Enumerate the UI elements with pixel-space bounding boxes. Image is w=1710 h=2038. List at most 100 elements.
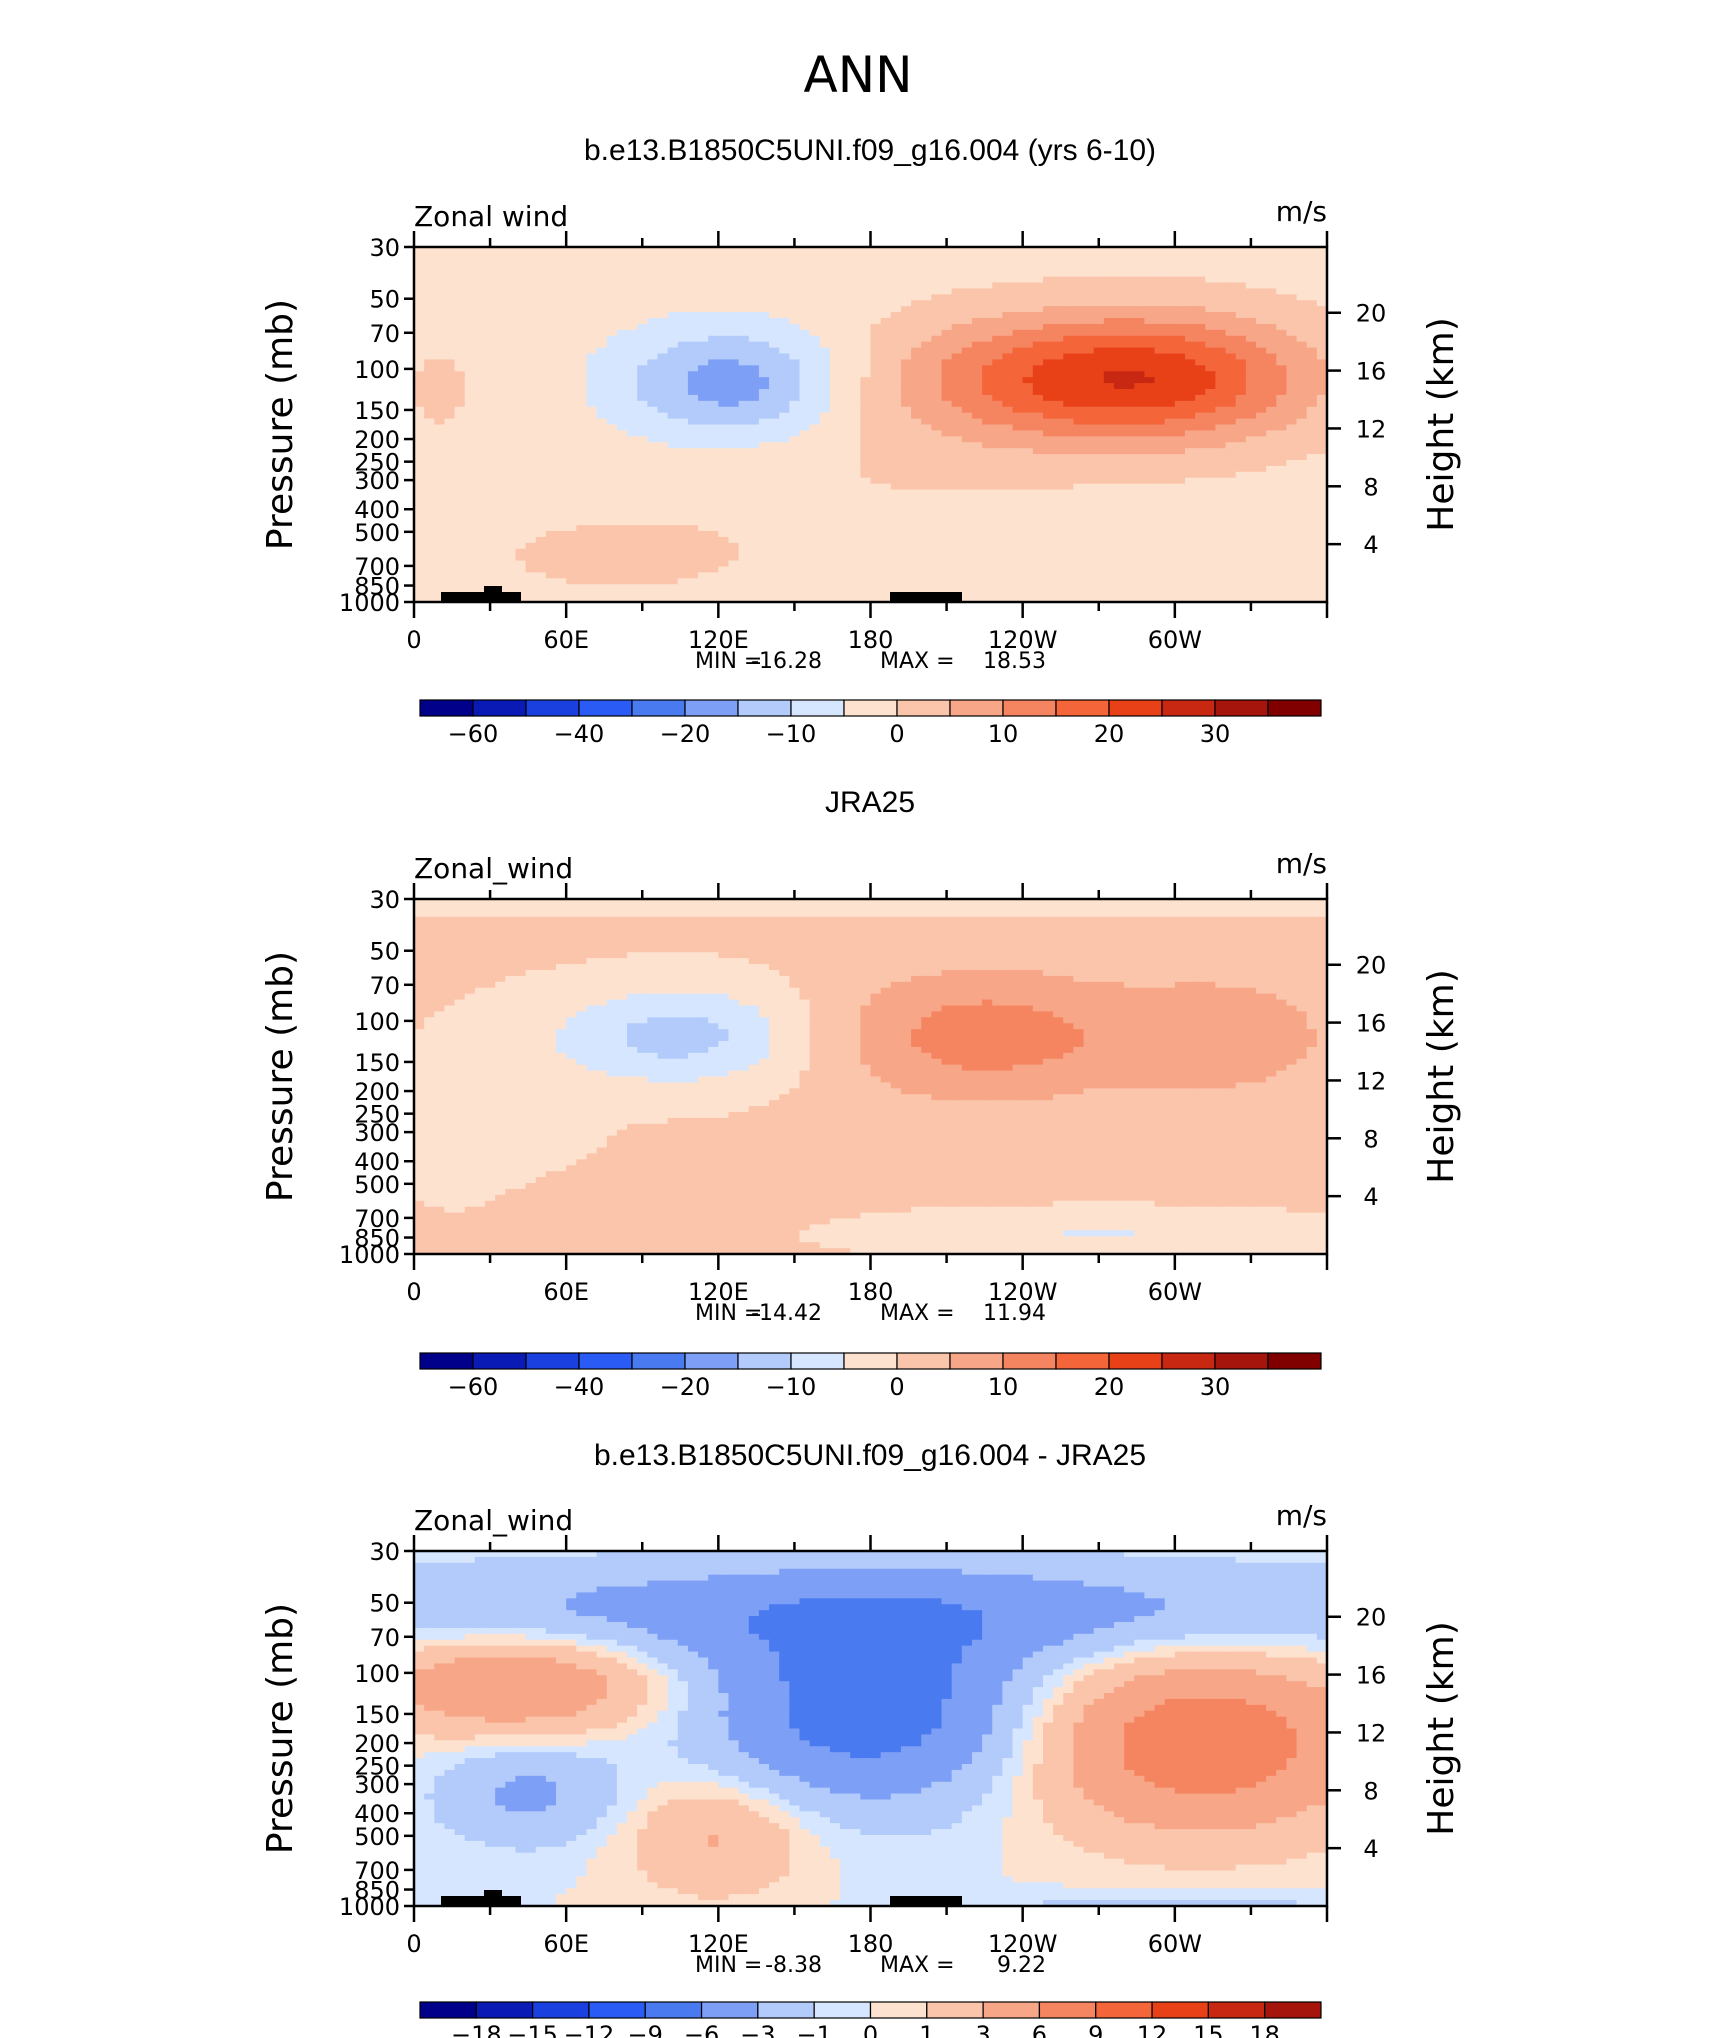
heatmap-cell (971, 406, 983, 414)
heatmap-cell (880, 377, 892, 384)
heatmap-cell (769, 418, 780, 426)
heatmap-cell (1235, 418, 1247, 426)
heatmap-cell (1316, 335, 1328, 343)
heatmap-cell (444, 436, 456, 443)
heatmap-cell (667, 383, 679, 390)
heatmap-cell (1113, 436, 1125, 443)
heatmap-cell (1245, 554, 1257, 562)
heatmap-cell (911, 294, 922, 301)
heatmap-cell (992, 335, 1003, 343)
heatmap-cell (1205, 495, 1217, 503)
heatmap-cell (637, 335, 648, 343)
heatmap-cell (566, 288, 577, 295)
heatmap-cell (1286, 270, 1298, 278)
heatmap-cell (485, 513, 496, 520)
heatmap-cell (809, 489, 821, 497)
heatmap-cell (870, 341, 882, 349)
heatmap-cell (799, 247, 811, 254)
heatmap-cell (829, 300, 841, 307)
heatmap-cell (535, 483, 547, 491)
heatmap-cell (637, 270, 648, 278)
heatmap-cell (1022, 519, 1034, 526)
heatmap-cell (870, 548, 882, 556)
heatmap-cell (1154, 536, 1166, 544)
heatmap-cell (535, 377, 547, 384)
heatmap-cell (647, 264, 659, 272)
heatmap-cell (1012, 495, 1024, 503)
heatmap-cell (738, 341, 750, 349)
heatmap-cell (789, 288, 801, 295)
heatmap-cell (911, 306, 922, 313)
heatmap-cell (1073, 436, 1085, 443)
heatmap-cell (606, 365, 618, 372)
heatmap-cell (698, 323, 709, 331)
heatmap-cell (1225, 513, 1237, 520)
heatmap-cell (1042, 442, 1054, 449)
heatmap-cell (576, 389, 588, 396)
heatmap-cell (1205, 294, 1217, 301)
heatmap-cell (880, 389, 892, 396)
heatmap-cell (941, 519, 953, 526)
heatmap-cell (424, 252, 435, 260)
heatmap-cell (1103, 323, 1115, 331)
heatmap-cell (1083, 389, 1095, 396)
heatmap-cell (1002, 288, 1014, 295)
heatmap-cell (789, 507, 801, 514)
heatmap-cell (698, 347, 709, 355)
heatmap-cell (454, 412, 466, 420)
heatmap-cell (1073, 264, 1085, 272)
heatmap-cell (708, 264, 719, 272)
heatmap-cell (880, 554, 892, 562)
heatmap-cell (1286, 501, 1298, 508)
heatmap-cell (850, 454, 861, 461)
heatmap-cell (495, 471, 506, 479)
heatmap-cell (1296, 264, 1308, 272)
heatmap-cell (911, 276, 922, 284)
heatmap-cell (596, 471, 608, 479)
heatmap-cell (992, 554, 1003, 562)
heatmap-cell (434, 531, 446, 538)
heatmap-cell (505, 270, 517, 278)
heatmap-cell (414, 323, 425, 331)
heatmap-cell (900, 465, 912, 473)
page-title: ANN (803, 46, 912, 104)
heatmap-cell (1174, 288, 1186, 295)
heatmap-cell (627, 276, 638, 284)
heatmap-cell (1245, 294, 1257, 301)
heatmap-cell (829, 247, 841, 254)
heatmap-cell (961, 400, 973, 408)
heatmap-cell (1174, 477, 1186, 485)
heatmap-cell (911, 371, 922, 378)
heatmap-cell (1073, 270, 1085, 278)
heatmap-cell (1073, 465, 1085, 473)
heatmap-cell (809, 542, 821, 550)
heatmap-cell (596, 347, 608, 355)
heatmap-cell (596, 312, 608, 319)
heatmap-cell (495, 513, 506, 520)
heatmap-cell (1083, 282, 1095, 290)
heatmap-cell (556, 424, 567, 432)
heatmap-cell (1316, 359, 1328, 366)
heatmap-cell (1154, 548, 1166, 556)
heatmap-cell (1255, 513, 1267, 520)
heatmap-cell (1022, 288, 1034, 295)
heatmap-cell (434, 247, 446, 254)
heatmap-cell (1022, 542, 1034, 550)
heatmap-cell (464, 495, 476, 503)
heatmap-cell (1306, 371, 1318, 378)
heatmap-cell (616, 572, 628, 579)
heatmap-cell (566, 531, 577, 538)
heatmap-cell (748, 418, 760, 426)
heatmap-cell (1063, 353, 1074, 361)
heatmap-cell (687, 353, 699, 361)
heatmap-cell (698, 525, 709, 532)
heatmap-cell (485, 318, 496, 325)
heatmap-cell (1235, 312, 1247, 319)
heatmap-cell (1276, 477, 1288, 485)
heatmap-cell (870, 483, 882, 491)
heatmap-cell (1255, 389, 1267, 396)
heatmap-cell (1276, 566, 1288, 574)
heatmap-cell (677, 519, 689, 526)
heatmap-cell (1083, 448, 1095, 455)
heatmap-cell (1124, 353, 1135, 361)
